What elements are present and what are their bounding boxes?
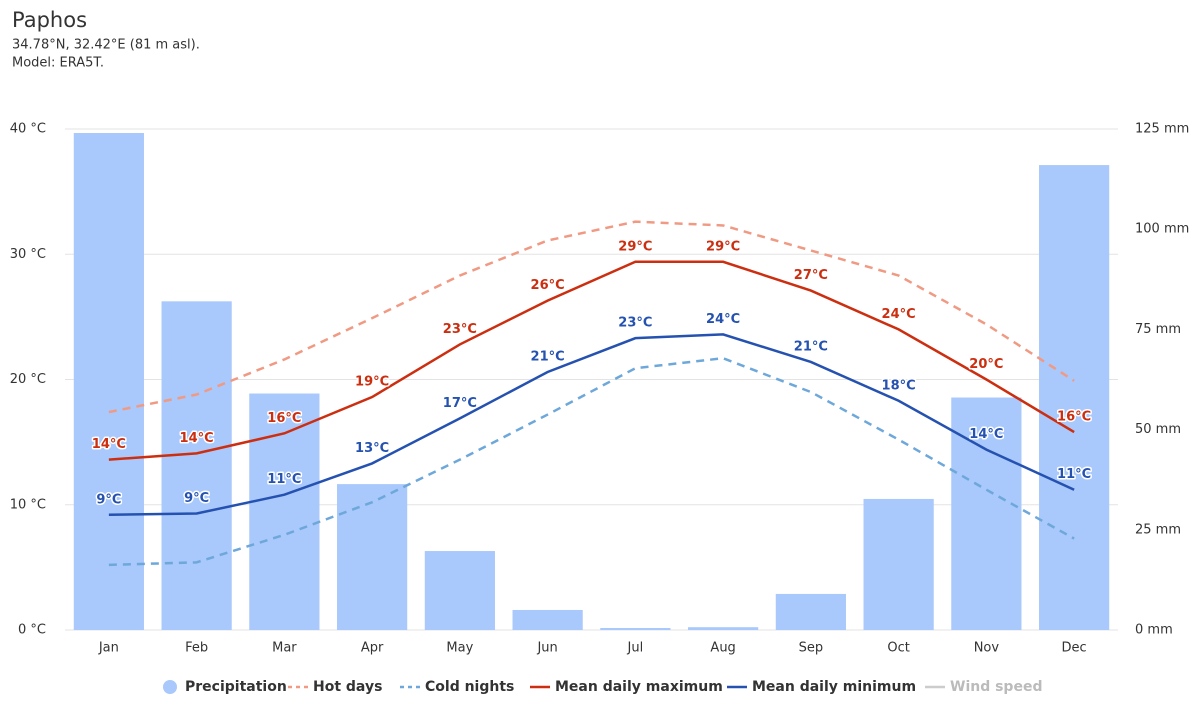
data-label: 21°C (531, 349, 565, 364)
y2-tick-label: 125 mm (1135, 122, 1189, 137)
data-label: 26°C (531, 278, 565, 293)
data-label: 13°C (355, 441, 389, 456)
legend-swatch (163, 680, 177, 694)
line-series (108, 260, 1075, 461)
data-label: 21°C (794, 339, 828, 354)
x-tick-label: Jan (98, 641, 119, 656)
y2-tick-label: 75 mm (1135, 322, 1181, 337)
legend-label: Wind speed (950, 679, 1042, 695)
line-series (108, 333, 1075, 517)
legend-item: Wind speed (925, 679, 1042, 695)
bar (337, 484, 408, 630)
x-tick-label: Mar (272, 641, 297, 656)
y2-tick-label: 25 mm (1135, 522, 1181, 537)
data-label: 11°C (267, 472, 301, 487)
bar (73, 133, 144, 630)
data-label: 16°C (267, 411, 301, 426)
data-label: 20°C (969, 357, 1003, 372)
chart-subtitle: 34.78°N, 32.42°E (81 m asl). (12, 38, 200, 53)
x-tick-label: Jul (627, 641, 644, 656)
x-tick-label: Jun (536, 641, 557, 656)
bar (161, 301, 232, 630)
data-label: 18°C (882, 378, 916, 393)
legend-label: Hot days (313, 679, 382, 695)
data-label: 29°C (706, 239, 740, 254)
data-label: 14°C (92, 437, 126, 452)
y-tick-label: 30 °C (10, 247, 46, 262)
bar (600, 627, 671, 630)
legend-item: Mean daily maximum (530, 679, 723, 695)
data-label: 17°C (443, 396, 477, 411)
data-label: 16°C (1057, 410, 1091, 425)
y-tick-label: 40 °C (10, 122, 46, 137)
x-tick-label: Oct (887, 641, 909, 656)
data-label: 24°C (706, 312, 740, 327)
data-label: 23°C (618, 316, 652, 331)
data-label: 9°C (184, 491, 209, 506)
x-tick-label: Aug (710, 641, 735, 656)
legend-label: Precipitation (185, 679, 287, 695)
bar (424, 551, 495, 630)
data-label: 14°C (180, 431, 214, 446)
legend-label: Cold nights (425, 679, 514, 695)
data-label: 11°C (1057, 467, 1091, 482)
x-tick-label: Sep (799, 641, 824, 656)
y2-tick-label: 50 mm (1135, 422, 1181, 437)
legend-item: Mean daily minimum (727, 679, 916, 695)
chart-title: Paphos (12, 8, 87, 32)
x-tick-label: Dec (1062, 641, 1087, 656)
x-tick-label: Apr (361, 641, 384, 656)
line-series (108, 220, 1075, 414)
chart-subtitle: Model: ERA5T. (12, 56, 104, 71)
data-label: 23°C (443, 322, 477, 337)
bar (249, 393, 320, 630)
x-tick-label: Nov (974, 641, 1000, 656)
x-tick-label: May (446, 641, 473, 656)
legend-label: Mean daily minimum (752, 679, 916, 695)
data-label: 27°C (794, 268, 828, 283)
y2-tick-label: 100 mm (1135, 222, 1189, 237)
y-tick-label: 0 °C (18, 623, 46, 638)
bar (863, 498, 934, 630)
bar (688, 627, 759, 630)
y-tick-label: 20 °C (10, 372, 46, 387)
data-label: 9°C (96, 492, 121, 507)
data-label: 24°C (882, 307, 916, 322)
legend-item: Hot days (288, 679, 382, 695)
line-series (108, 356, 1075, 567)
bar (512, 609, 583, 630)
data-label: 29°C (618, 239, 652, 254)
data-label: 14°C (969, 427, 1003, 442)
legend-item: Cold nights (400, 679, 514, 695)
y2-tick-label: 0 mm (1135, 623, 1173, 638)
legend-label: Mean daily maximum (555, 679, 723, 695)
legend-item: Precipitation (163, 679, 287, 695)
bar (775, 593, 846, 630)
y-tick-label: 10 °C (10, 497, 46, 512)
x-tick-label: Feb (185, 641, 208, 656)
bar (1039, 165, 1110, 630)
data-label: 19°C (355, 375, 389, 390)
